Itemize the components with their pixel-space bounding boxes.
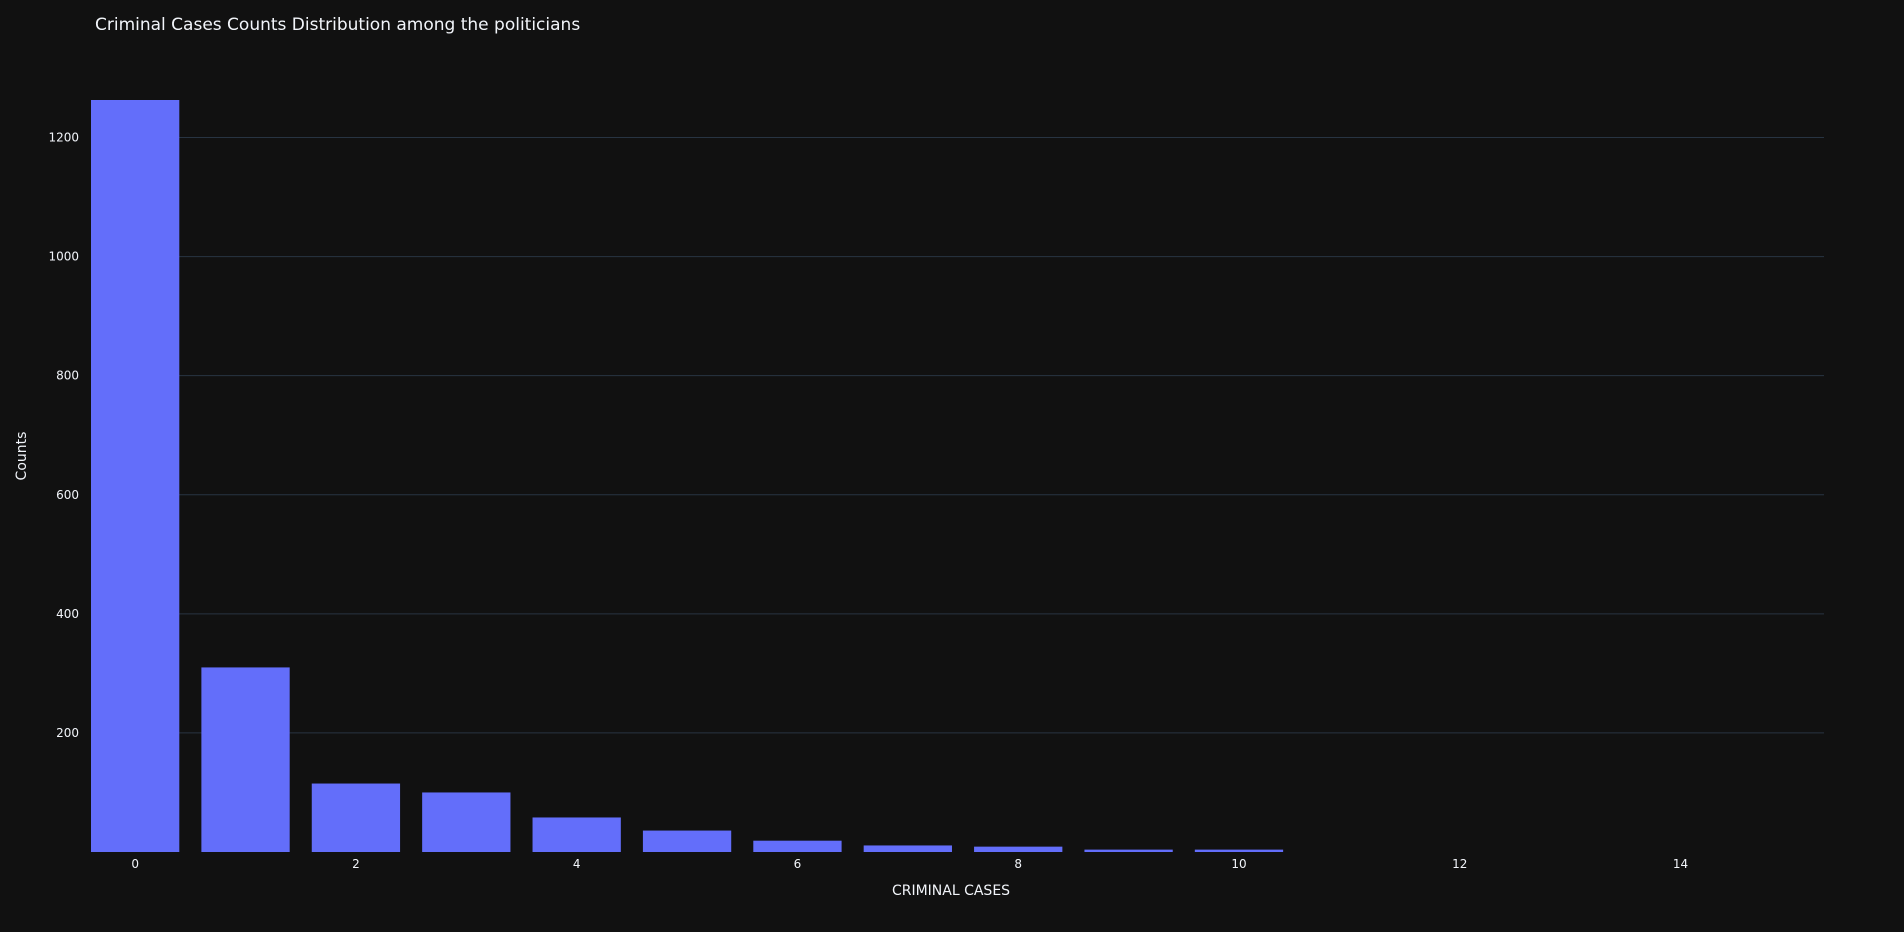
x-tick-label: 14	[1673, 857, 1688, 871]
bar-9[interactable]	[1084, 849, 1173, 852]
y-tick-label: 400	[56, 607, 79, 621]
bar-3[interactable]	[422, 792, 511, 852]
x-tick-label: 12	[1452, 857, 1467, 871]
bar-1[interactable]	[201, 667, 290, 852]
y-tick-label: 800	[56, 369, 79, 383]
x-tick-label: 10	[1231, 857, 1246, 871]
bars	[91, 100, 1284, 852]
x-tick-label: 2	[352, 857, 360, 871]
gridlines	[91, 137, 1824, 734]
y-tick-label: 1200	[48, 131, 79, 145]
x-tick-label: 8	[1014, 857, 1022, 871]
bar-7[interactable]	[863, 845, 952, 852]
bar-4[interactable]	[532, 817, 621, 852]
x-tick-label: 6	[794, 857, 802, 871]
y-axis-title: Counts	[14, 432, 30, 481]
x-axis-title: CRIMINAL CASES	[892, 883, 1010, 899]
chart-title: Criminal Cases Counts Distribution among…	[95, 15, 580, 35]
x-axis-ticks: 0 2 4 6 8 10 12 14	[131, 857, 1688, 871]
bar-10[interactable]	[1194, 849, 1284, 852]
bar-5[interactable]	[642, 830, 732, 852]
x-tick-label: 4	[573, 857, 581, 871]
bar-8[interactable]	[974, 846, 1063, 852]
y-tick-label: 600	[56, 488, 79, 502]
bar-6[interactable]	[753, 840, 842, 852]
y-tick-label: 1000	[48, 250, 79, 264]
y-axis-ticks: 200 400 600 800 1000 1200	[48, 131, 79, 740]
x-tick-label: 0	[131, 857, 139, 871]
bar-2[interactable]	[311, 783, 401, 852]
y-tick-label: 200	[56, 726, 79, 740]
bar-0[interactable]	[91, 100, 180, 852]
